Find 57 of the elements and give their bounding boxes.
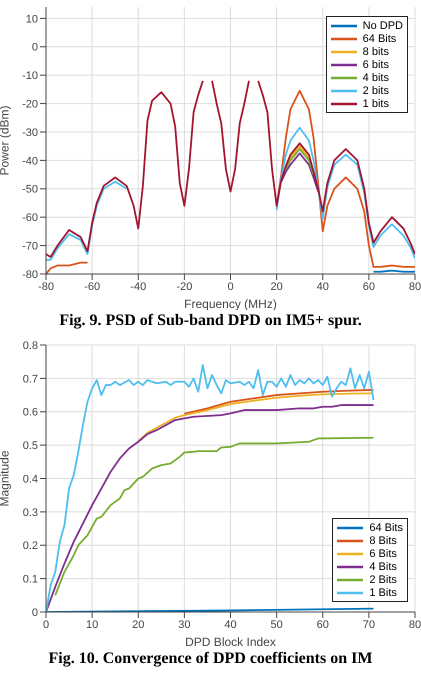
x-axis-title: DPD Block Index <box>185 635 276 649</box>
caption: Fig. 10. Convergence of DPD coefficients on IM <box>48 650 374 668</box>
x-tick-label: -60 <box>84 280 100 293</box>
y-tick-label: 0.5 <box>22 440 38 452</box>
x-tick-label: 10 <box>86 618 98 631</box>
x-tick-label: 50 <box>270 618 283 631</box>
legend-label: 8 Bits <box>369 534 397 546</box>
x-tick-label: 80 <box>408 618 421 631</box>
x-tick-label: 20 <box>270 280 283 293</box>
y-tick-label: -80 <box>22 268 38 281</box>
x-tick-label: 60 <box>362 280 375 293</box>
x-tick-label: 0 <box>42 618 50 631</box>
x-tick-label: 30 <box>178 618 190 631</box>
y-axis-title: Magnitude <box>0 450 12 507</box>
y-tick-label: -40 <box>22 155 38 168</box>
line-series <box>183 389 374 415</box>
y-tick-label: 0.6 <box>22 406 38 419</box>
legend-label: No DPD <box>362 20 403 32</box>
legend-label: 6 bits <box>362 58 389 70</box>
legend-label: 64 Bits <box>369 522 403 534</box>
y-tick-label: -70 <box>22 240 38 252</box>
y-tick-label: 0 <box>32 42 38 54</box>
x-tick-label: 60 <box>316 618 329 631</box>
x-tick-label: -40 <box>130 280 146 293</box>
y-tick-label: -10 <box>22 70 38 82</box>
x-tick-label: 20 <box>132 618 144 631</box>
x-tick-label: 40 <box>224 618 237 631</box>
legend-label: 1 Bits <box>369 586 397 598</box>
y-tick-label: 0.1 <box>22 574 38 586</box>
y-tick-label: -30 <box>22 126 38 139</box>
x-tick-label: 80 <box>408 280 421 293</box>
y-tick-label: -50 <box>22 184 38 196</box>
line-series <box>137 392 374 442</box>
x-tick-label: 40 <box>316 280 329 293</box>
x-tick-label: -20 <box>176 280 192 293</box>
y-tick-label: -20 <box>22 98 38 110</box>
legend-label: 2 bits <box>362 84 389 96</box>
y-tick-label: -60 <box>22 212 38 224</box>
legend-label: 4 Bits <box>369 560 397 572</box>
line-series <box>280 152 320 193</box>
legend-label: 64 Bits <box>362 32 396 44</box>
y-tick-label: 0.4 <box>22 473 38 486</box>
x-tick-label: 0 <box>227 280 234 293</box>
y-axis-title: Power (dBm) <box>0 105 12 176</box>
legend-label: 2 Bits <box>369 574 397 586</box>
legend-label: 6 Bits <box>369 548 397 560</box>
y-tick-label: 10 <box>26 13 38 26</box>
caption: Fig. 9. PSD of Sub-band DPD on IM5+ spur. <box>58 312 363 330</box>
legend-label: 8 bits <box>362 46 389 58</box>
y-tick-label: 0.8 <box>22 340 38 352</box>
y-tick-label: 0 <box>32 606 38 619</box>
y-tick-label: 0.2 <box>22 540 38 552</box>
y-tick-label: 0.7 <box>22 373 38 386</box>
y-tick-label: 0.3 <box>22 506 38 519</box>
legend-label: 1 bits <box>362 98 389 110</box>
legend-label: 4 bits <box>362 72 389 84</box>
x-tick-label: 70 <box>362 618 375 631</box>
